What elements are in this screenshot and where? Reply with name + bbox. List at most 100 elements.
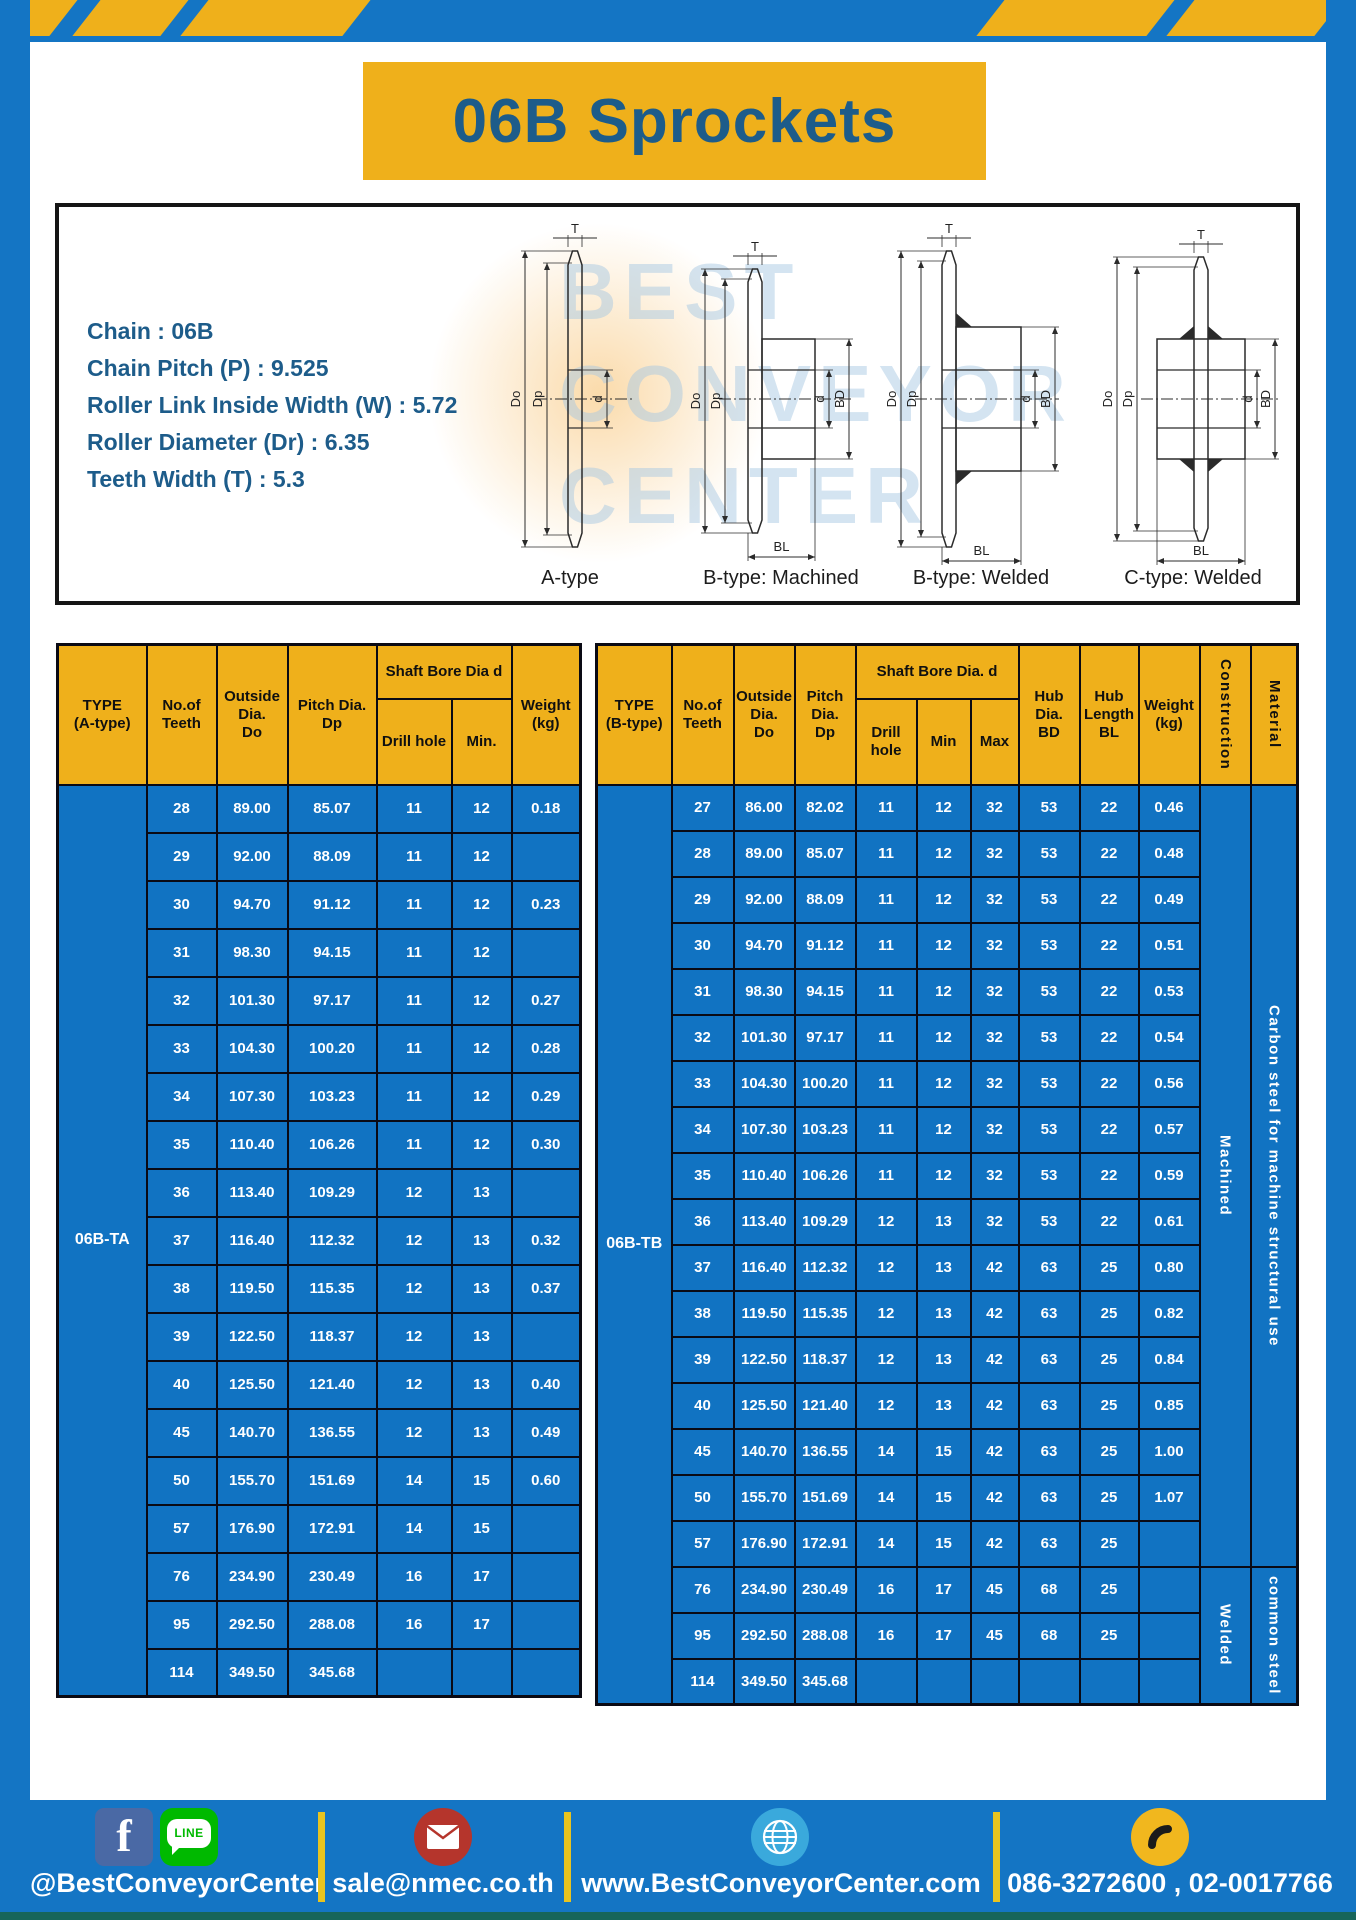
table-cell: 15 [915, 1427, 972, 1476]
header-row: Drill hole Min. [58, 697, 581, 786]
table-cell: 42 [969, 1335, 1020, 1384]
table-cell: 100.20 [286, 1023, 378, 1074]
table-cell: 89.00 [215, 783, 289, 834]
table-cell: 12 [450, 927, 513, 978]
column-header: Construction [1198, 643, 1252, 786]
table-cell: 25 [1078, 1289, 1140, 1338]
table-cell: 114 [670, 1657, 735, 1706]
footer-divider [318, 1812, 325, 1902]
table-cell: 63 [1017, 1381, 1081, 1430]
table-cell [510, 1599, 582, 1650]
table-cell: 76 [670, 1565, 735, 1614]
table-cell: 30 [145, 879, 218, 930]
table-cell [1137, 1565, 1201, 1614]
table-cell: 53 [1017, 783, 1081, 832]
table-row: 28 89.00 85.07 11 12 32 53 22 0.48 [597, 829, 1298, 878]
table-cell: 125.50 [732, 1381, 796, 1430]
table-cell: 0.37 [510, 1263, 582, 1314]
table-cell: 0.56 [1137, 1059, 1201, 1108]
type-cell: 06B-TB [595, 783, 673, 1706]
table-cell: 12 [915, 1105, 972, 1154]
table-cell: 0.53 [1137, 967, 1201, 1016]
svg-text:BL: BL [774, 539, 790, 554]
table-cell: 0.30 [510, 1119, 582, 1170]
table-row: 33 104.30 100.20 11 12 0.28 [58, 1023, 582, 1074]
table-cell [915, 1657, 972, 1706]
table-cell: 32 [969, 921, 1020, 970]
table-cell: 57 [145, 1503, 218, 1554]
table-cell: 42 [969, 1427, 1020, 1476]
table-row: 30 94.70 91.12 11 12 0.23 [58, 879, 582, 930]
table-cell: 37 [145, 1215, 218, 1266]
diagram-caption-a-type: A-type [541, 567, 599, 589]
table-cell: 16 [854, 1611, 918, 1660]
table-cell: 103.23 [286, 1071, 378, 1122]
table-cell: 25 [1078, 1427, 1140, 1476]
table-cell: 12 [375, 1407, 453, 1458]
table-cell: 36 [670, 1197, 735, 1246]
title-banner: 06B Sprockets [363, 62, 986, 180]
table-cell: 25 [1078, 1519, 1140, 1568]
table-cell: 32 [145, 975, 218, 1026]
table-cell: 11 [375, 1071, 453, 1122]
table-cell: 119.50 [732, 1289, 796, 1338]
column-header: Hub Length BL [1078, 643, 1140, 786]
construction-cell: Welded [1198, 1565, 1252, 1706]
table-row: 35 110.40 106.26 11 12 0.30 [58, 1119, 582, 1170]
svg-text:Do: Do [884, 391, 899, 408]
table-cell: 12 [450, 831, 513, 882]
table-cell [510, 1647, 582, 1698]
globe-icon [751, 1808, 809, 1866]
column-header: Drill hole [854, 697, 918, 786]
table-cell: 13 [450, 1311, 513, 1362]
table-cell: 136.55 [793, 1427, 857, 1476]
table-cell: 32 [969, 1197, 1020, 1246]
table-cell [1137, 1519, 1201, 1568]
table-cell: 0.54 [1137, 1013, 1201, 1062]
table-cell: 85.07 [793, 829, 857, 878]
table-cell: 94.70 [732, 921, 796, 970]
table-cell: 0.48 [1137, 829, 1201, 878]
table-cell: 11 [854, 921, 918, 970]
table-cell: 12 [854, 1289, 918, 1338]
table-cell: 40 [145, 1359, 218, 1410]
table-cell: 22 [1078, 967, 1140, 1016]
facebook-icon: f [95, 1808, 153, 1866]
table-row: 76 234.90 230.49 16 17 [58, 1551, 582, 1602]
table-cell: 34 [145, 1071, 218, 1122]
table-cell: 115.35 [286, 1263, 378, 1314]
spec-roller-width: Roller Link Inside Width (W) : 5.72 [87, 392, 458, 418]
table-cell: 288.08 [793, 1611, 857, 1660]
table-cell: 82.02 [793, 783, 857, 832]
table-cell: 15 [915, 1519, 972, 1568]
banner-stripe [72, 0, 192, 36]
table-cell: 349.50 [732, 1657, 796, 1706]
table-cell: 22 [1078, 783, 1140, 832]
table-cell: 33 [670, 1059, 735, 1108]
header-row: TYPE (A-type) No.of Teeth Outside Dia. Do P… [56, 643, 582, 786]
table-cell: 39 [670, 1335, 735, 1384]
table-cell: 12 [915, 1013, 972, 1062]
table-cell: 17 [450, 1551, 513, 1602]
table-cell: 63 [1017, 1473, 1081, 1522]
table-cell: 25 [1078, 1243, 1140, 1292]
table-row: 32 101.30 97.17 11 12 0.27 [58, 975, 582, 1026]
footer-phone-text: 086-3272600 , 02-0017766 [1007, 1868, 1333, 1898]
table-cell: 104.30 [732, 1059, 796, 1108]
table-cell: 30 [670, 921, 735, 970]
table-cell: 0.82 [1137, 1289, 1201, 1338]
table-cell: 29 [145, 831, 218, 882]
table-cell: 118.37 [286, 1311, 378, 1362]
watermark-word: CENTER [559, 451, 930, 540]
footer-divider [993, 1812, 1000, 1902]
column-header: Pitch Dia. Dp [286, 643, 378, 786]
table-cell: 11 [854, 1013, 918, 1062]
table-cell: 53 [1017, 1013, 1081, 1062]
left-border [0, 0, 30, 1920]
diagram-caption-b-machined: B-type: Machined [703, 567, 859, 589]
table-cell: 89.00 [732, 829, 796, 878]
table-cell: 11 [854, 829, 918, 878]
table-cell: 230.49 [286, 1551, 378, 1602]
table-cell [510, 1551, 582, 1602]
table-cell: 12 [450, 1071, 513, 1122]
